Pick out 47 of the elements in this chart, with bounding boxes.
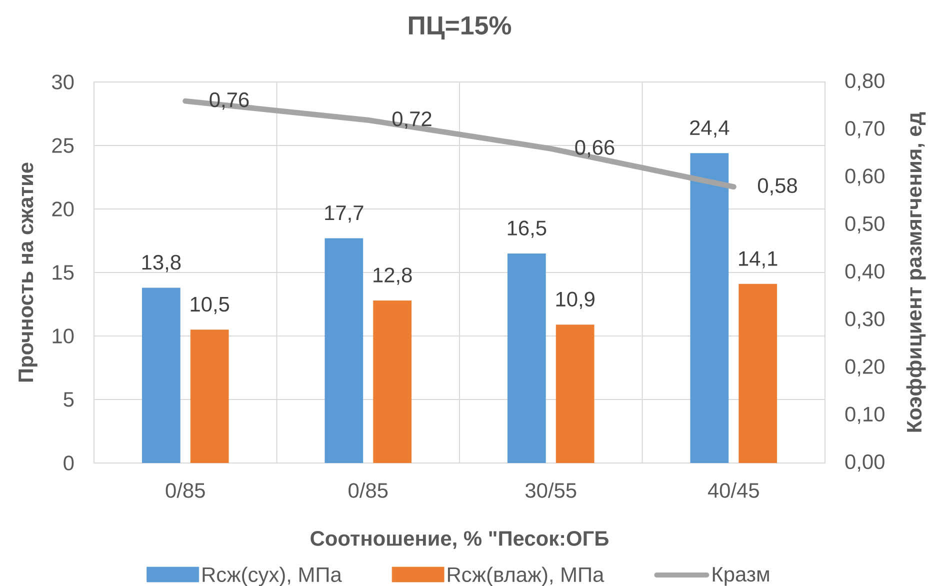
- legend-label: Rсж(влаж), МПа: [448, 566, 604, 586]
- y2-axis-title: Коэффициент размягчения, ед: [906, 112, 926, 432]
- y2-tick-label: 0,70: [845, 120, 884, 138]
- data-label: 12,8: [374, 268, 412, 285]
- x-axis-title: Соотношение, % "Песок:ОГБ: [310, 531, 608, 549]
- y2-tick-label: 0,10: [845, 406, 884, 424]
- y-axis-title: Прочность на сжатие: [18, 162, 38, 382]
- bar: [324, 238, 364, 463]
- y-tick-label: 5: [64, 392, 74, 407]
- y-tick-label: 25: [52, 138, 74, 153]
- data-label: 0,72: [392, 111, 432, 129]
- bar: [738, 284, 778, 463]
- y2-tick-label: 0,20: [845, 359, 884, 376]
- x-tick-label: 30/55: [526, 482, 576, 498]
- data-label: 0,66: [575, 140, 614, 158]
- x-tick-label: 40/45: [708, 482, 759, 498]
- bar: [556, 324, 594, 463]
- y-tick-label: 30: [52, 74, 74, 90]
- x-tick-label: 0/85: [166, 482, 205, 498]
- y2-tick-label: 0,60: [845, 168, 884, 186]
- bar: [142, 288, 180, 463]
- bar: [190, 330, 229, 463]
- y2-tick-label: 0,80: [845, 73, 884, 91]
- y2-tick-label: 0,30: [845, 311, 884, 329]
- data-label: 16,5: [508, 220, 546, 238]
- data-label: 10,9: [556, 292, 594, 310]
- y2-tick-label: 0,50: [845, 216, 884, 234]
- bar: [373, 300, 412, 463]
- y2-tick-label: 0,40: [845, 264, 884, 282]
- y-tick-label: 10: [52, 328, 74, 344]
- y-tick-label: 20: [52, 202, 74, 216]
- data-label: 10,5: [190, 296, 230, 314]
- data-label: 13,8: [142, 254, 181, 272]
- bar: [507, 253, 546, 463]
- y-tick-label: 15: [52, 265, 74, 280]
- data-label: 0,76: [210, 92, 249, 110]
- legend-label: Rсж(сух), МПа: [202, 566, 342, 586]
- data-label: 17,7: [325, 206, 364, 223]
- data-label: 0,58: [758, 178, 797, 196]
- chart-title: ПЦ=15%: [408, 16, 512, 40]
- data-label: 24,4: [690, 120, 730, 138]
- y2-tick-label: 0,00: [845, 454, 884, 472]
- x-tick-label: 0/85: [348, 482, 388, 498]
- y-tick-label: 0: [64, 456, 74, 470]
- bar: [690, 153, 729, 463]
- legend-label: Кразм: [712, 567, 769, 586]
- data-label: 14,1: [739, 251, 778, 268]
